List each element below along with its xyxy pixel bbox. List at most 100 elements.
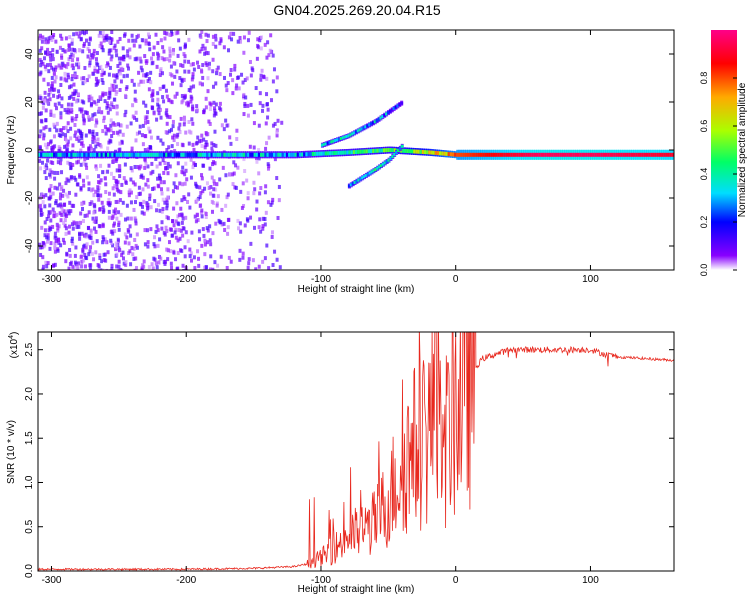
spectrogram-noise-cell	[188, 205, 192, 210]
spectrogram-noise-cell	[187, 37, 191, 42]
spectrogram-noise-cell	[104, 182, 108, 187]
spectrogram-noise-cell	[94, 189, 98, 194]
snr-x-tick-label: -300	[41, 575, 61, 586]
spectrogram-noise-cell	[241, 255, 245, 260]
main-band-core	[475, 152, 479, 157]
spectrogram-noise-cell	[172, 48, 176, 53]
spectrogram-noise-cell	[66, 62, 70, 67]
spectrogram-noise-cell	[125, 85, 129, 90]
spectrogram-noise-cell	[125, 203, 129, 208]
spectrogram-noise-cell	[102, 170, 106, 175]
spectrogram-noise-cell	[109, 128, 113, 133]
spectrogram-noise-cell	[123, 162, 127, 167]
spectrogram-noise-cell	[160, 220, 164, 225]
spectrogram-noise-cell	[174, 31, 178, 36]
main-band-core	[581, 152, 585, 157]
main-band-core	[44, 152, 48, 157]
main-band-core	[292, 152, 296, 157]
spectrogram-noise-cell	[153, 199, 157, 204]
spectrogram-noise-cell	[163, 160, 167, 165]
spectrogram-noise-cell	[146, 240, 150, 245]
spectrogram-noise-cell	[246, 265, 250, 270]
colorbar-label: Normalized spectral amplitude	[737, 82, 748, 217]
spectrogram-noise-cell	[238, 248, 242, 253]
spectrogram-noise-cell	[165, 197, 169, 202]
spectrogram-noise-cell	[180, 93, 184, 98]
spectrogram-noise-cell	[168, 46, 172, 51]
spectrogram-noise-cell	[40, 46, 44, 51]
spectrogram-noise-cell	[246, 103, 250, 108]
spectrogram-noise-cell	[87, 74, 91, 79]
snr-y-tick-label: 1.0	[24, 475, 35, 489]
spectrogram-noise-cell	[184, 161, 188, 166]
spectrogram-noise-cell	[64, 181, 68, 186]
spectrogram-noise-cell	[44, 260, 48, 265]
spectrogram-noise-cell	[181, 143, 185, 148]
spectrogram-noise-cell	[46, 63, 50, 68]
spectrogram-noise-cell	[211, 34, 215, 39]
spectrogram-noise-cell	[92, 193, 96, 198]
spectrogram-noise-cell	[271, 262, 275, 267]
spectrogram-noise-cell	[106, 61, 110, 66]
spectrogram-noise-cell	[273, 157, 277, 162]
falling-branch-core	[374, 168, 378, 172]
spectrogram-noise-cell	[152, 242, 156, 247]
spectrogram-noise-cell	[201, 163, 205, 168]
spectrogram-noise-cell	[146, 147, 150, 152]
main-band-core	[447, 152, 451, 157]
spectrogram-noise-cell	[88, 249, 92, 254]
spectrogram-noise-cell	[147, 42, 151, 47]
main-band-core	[408, 149, 413, 154]
spectrogram-noise-cell	[201, 63, 205, 68]
main-band-core	[104, 152, 109, 157]
spectrogram-noise-cell	[53, 249, 57, 254]
main-band-core	[182, 152, 186, 157]
spectrogram-noise-cell	[100, 77, 104, 82]
spectrogram-noise-cell	[211, 193, 215, 198]
main-band-core	[188, 152, 193, 157]
main-band-core	[61, 152, 65, 157]
spectrogram-noise-cell	[111, 84, 115, 89]
spectrogram-noise-cell	[44, 176, 48, 181]
rising-branch-core	[345, 134, 349, 138]
spectrogram-noise-cell	[60, 128, 64, 133]
spectrogram-noise-cell	[192, 67, 196, 72]
spectrogram-noise-cell	[227, 217, 231, 222]
spectrogram-noise-cell	[214, 33, 218, 38]
spectrogram-noise-cell	[123, 93, 127, 98]
rising-branch-core	[400, 101, 404, 105]
spectrogram-noise-cell	[83, 157, 87, 162]
main-band-core	[91, 152, 96, 157]
main-band-core	[145, 152, 150, 157]
spectrogram-noise-cell	[165, 94, 169, 99]
spectrogram-noise-cell	[144, 103, 148, 108]
main-band-core	[594, 152, 598, 157]
spectrogram-noise-cell	[204, 50, 208, 55]
spectrogram-noise-cell	[58, 93, 62, 98]
spectrogram-noise-cell	[156, 243, 160, 248]
spectrogram-noise-cell	[166, 257, 170, 262]
colorbar-tick-label: 0.8	[699, 72, 709, 85]
spectrogram-noise-cell	[257, 148, 261, 153]
spectrogram-noise-cell	[115, 244, 119, 249]
spectrogram-noise-cell	[261, 224, 265, 229]
spectrogram-noise-cell	[38, 146, 42, 151]
spectrogram-noise-cell	[188, 254, 192, 259]
spectrogram-noise-cell	[130, 168, 134, 173]
spectrogram-noise-cell	[85, 175, 89, 180]
main-band-core	[109, 152, 113, 157]
spectrogram-noise-cell	[198, 49, 202, 54]
spectrogram-noise-cell	[93, 65, 97, 70]
spectrogram-noise-cell	[243, 223, 247, 228]
spectrogram-noise-cell	[83, 65, 87, 70]
spectrogram-noise-cell	[226, 231, 230, 236]
spectrogram-noise-cell	[216, 194, 220, 199]
spectrogram-noise-cell	[54, 75, 58, 80]
falling-branch-core	[395, 150, 399, 154]
spectrogram-noise-cell	[47, 69, 51, 74]
spectrogram-noise-cell	[112, 97, 116, 102]
spectrogram-noise-cell	[208, 224, 212, 229]
spectrogram-noise-cell	[156, 135, 160, 140]
spectrogram-noise-cell	[133, 57, 137, 62]
spectrogram-noise-cell	[128, 224, 132, 229]
